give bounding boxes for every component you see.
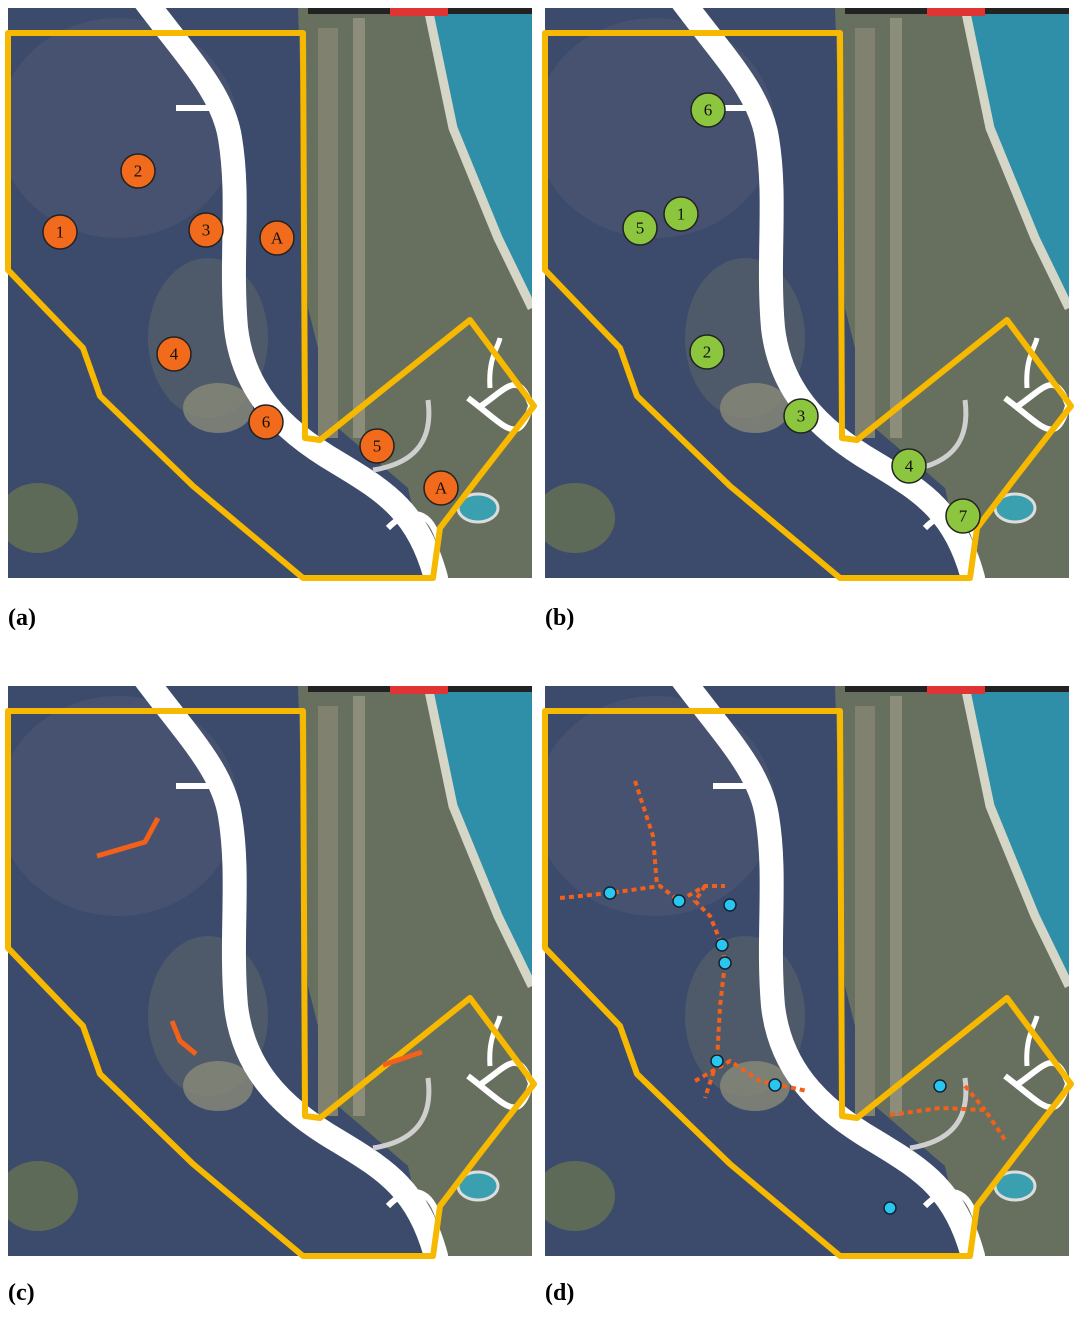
runway [855, 28, 875, 438]
island [535, 1161, 615, 1231]
marsh-patch [0, 696, 238, 916]
site-marker-label: 1 [56, 223, 65, 242]
sample-point [719, 957, 731, 969]
site-marker-label: 5 [636, 219, 645, 238]
map-panel: 6 1 5 2 3 4 7 [535, 0, 1071, 578]
site-marker-label: 3 [202, 221, 211, 240]
marsh-patch [0, 18, 238, 238]
aerial-image [535, 676, 1069, 1256]
aerial-image [535, 0, 1069, 578]
site-marker-label: 2 [703, 343, 712, 362]
runway [318, 706, 338, 1116]
panel-label: (d) [545, 1280, 574, 1306]
page: {"panels": [ {"label": "(a)", "markers":… [0, 0, 1074, 1327]
sample-point [724, 899, 736, 911]
island [0, 1161, 78, 1231]
red-marker [390, 686, 448, 694]
site-marker-label: 3 [797, 407, 806, 426]
runway [890, 18, 902, 438]
site-marker-label: 5 [373, 437, 382, 456]
figure: 1 2 3 A 4 6 5 A (a) 6 1 5 2 3 4 7 (b) (c) (d) [0, 0, 1074, 1327]
red-marker [390, 8, 448, 16]
runway [890, 696, 902, 1116]
red-marker [927, 686, 985, 694]
site-marker-label: 4 [905, 457, 914, 476]
sample-point [711, 1055, 723, 1067]
sample-point [769, 1079, 781, 1091]
sample-point [604, 887, 616, 899]
runway [855, 706, 875, 1116]
island [0, 483, 78, 553]
map-panel: 1 2 3 A 4 6 5 A [0, 0, 534, 578]
sample-point [673, 895, 685, 907]
site-marker-label: A [271, 229, 284, 248]
red-marker [927, 8, 985, 16]
site-marker-label: 7 [959, 507, 968, 526]
site-marker-label: 6 [262, 413, 271, 432]
site-marker-label: 4 [170, 345, 179, 364]
island [720, 383, 790, 433]
panel-label: (a) [8, 605, 36, 631]
site-marker-label: 2 [134, 162, 143, 181]
island [183, 383, 253, 433]
sample-point [934, 1080, 946, 1092]
island [535, 483, 615, 553]
panel-label: (b) [545, 605, 574, 631]
aerial-image [0, 676, 532, 1256]
island [183, 1061, 253, 1111]
runway [353, 696, 365, 1116]
panel-label: (c) [8, 1280, 35, 1306]
marsh-patch [535, 18, 775, 238]
marsh-patch [535, 696, 775, 916]
map-panel [535, 676, 1071, 1256]
runway [318, 28, 338, 438]
site-marker-label: A [435, 479, 448, 498]
map-panel [0, 676, 534, 1256]
site-marker-label: 6 [704, 101, 713, 120]
sample-point [716, 939, 728, 951]
runway [353, 18, 365, 438]
sample-point [884, 1202, 896, 1214]
site-marker-label: 1 [677, 205, 686, 224]
